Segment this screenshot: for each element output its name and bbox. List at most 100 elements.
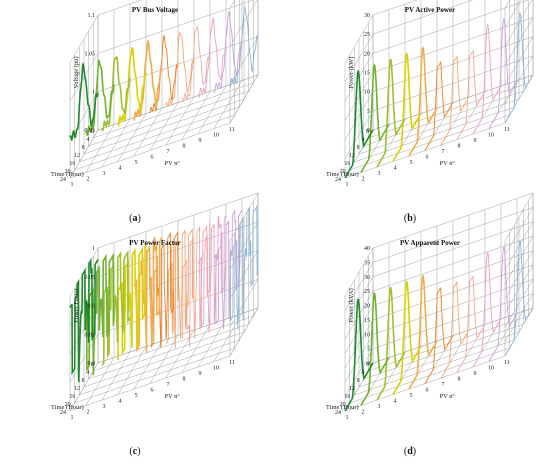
y-tick-label: 1.05 (85, 51, 96, 57)
time-tick-label: 16 (344, 394, 350, 400)
chart-title: PV Power Factor (129, 239, 180, 247)
pv-tick-label: 7 (167, 382, 170, 388)
series-pv-6 (424, 60, 454, 151)
y-tick-label: 10 (364, 332, 370, 338)
y-tick-label: 25 (364, 289, 370, 295)
y-tick-label: 20 (364, 304, 370, 310)
pv-tick-label: 6 (426, 155, 429, 161)
y-tick-label: 30 (364, 13, 370, 19)
pv-tick-label: 2 (362, 410, 365, 416)
time-tick-label: 24 (60, 410, 66, 416)
y-tick-label: 0.85 (85, 332, 96, 338)
pv-tick-label: 11 (229, 127, 235, 133)
pv-tick-label: 10 (213, 133, 219, 139)
series-pv-10 (488, 246, 518, 362)
y-tick-label: 0 (367, 361, 370, 367)
y-tick-label: 0.9 (88, 304, 96, 310)
time-tick-label: 8 (82, 145, 85, 151)
series-pv-1 (344, 70, 374, 179)
time-tick-label: 12 (349, 153, 355, 159)
series-pv-3 (376, 58, 406, 168)
y-tick-label: 1 (92, 90, 95, 96)
series-pv-9 (472, 251, 502, 368)
series-pv-11 (229, 204, 259, 330)
y-tick-label: 20 (364, 51, 370, 57)
pv-axis-label: PV nº (164, 160, 179, 167)
series-pv-8 (181, 26, 211, 103)
series-pv-4 (117, 46, 147, 127)
y-tick-label: 0.95 (85, 128, 96, 134)
pv-axis-label: PV nº (439, 393, 454, 400)
pv-tick-label: 7 (442, 382, 445, 388)
series-pv-10 (213, 10, 243, 94)
time-tick-label: 24 (60, 177, 66, 183)
pv-tick-label: 5 (135, 393, 138, 399)
series-pv-9 (197, 214, 227, 333)
time-tick-label: 8 (82, 378, 85, 384)
y-tick-label: 35 (364, 260, 370, 266)
pv-tick-label: 2 (87, 410, 90, 416)
pv-tick-label: 8 (183, 144, 186, 150)
pv-tick-label: 1 (71, 182, 74, 188)
series-lines (344, 240, 534, 412)
pv-tick-label: 11 (229, 360, 235, 366)
series-pv-5 (133, 235, 163, 354)
pv-tick-label: 10 (488, 366, 494, 372)
pv-tick-label: 9 (199, 371, 202, 377)
series-pv-2 (360, 63, 390, 173)
y-tick-label: 25 (364, 32, 370, 38)
series-pv-7 (440, 280, 470, 379)
y-tick-label: 40 (364, 246, 370, 252)
chart-title: PV Apparent Power (400, 239, 460, 247)
time-tick-label: 20 (340, 169, 346, 175)
y-axis-label: Power (kW) (348, 57, 355, 89)
series-pv-3 (101, 55, 131, 132)
series-pv-1 (344, 298, 374, 412)
series-pv-8 (456, 49, 486, 140)
time-tick-label: 12 (349, 386, 355, 392)
y-tick-label: 1.1 (88, 13, 96, 19)
pv-axis-label: PV nº (439, 160, 454, 167)
series-pv-3 (376, 286, 406, 401)
series-pv-4 (392, 51, 422, 162)
chart-panel-c: PV Power Factor 0.8 0.85 0.9 0.95 1 Power Fact… (51, 192, 259, 457)
pv-tick-label: 2 (87, 177, 90, 183)
time-tick-label: 12 (74, 153, 80, 159)
time-axis-label: Time (Hour) (51, 404, 84, 411)
pv-tick-label: 4 (394, 166, 397, 172)
y-tick-label: 10 (364, 90, 370, 96)
caption: (b) (404, 213, 416, 224)
y-tick-label: 0 (367, 128, 370, 134)
time-tick-label: 0 (91, 362, 94, 368)
series-pv-2 (360, 291, 390, 406)
y-tick-labels: 0.8 0.85 0.9 0.95 1 (85, 246, 96, 367)
pv-tick-label: 8 (458, 377, 461, 383)
series-pv-5 (408, 274, 438, 390)
series-pv-7 (165, 31, 195, 107)
pv-tick-label: 3 (378, 404, 381, 410)
time-tick-label: 20 (65, 402, 71, 408)
pv-tick-label: 11 (504, 127, 510, 133)
time-tick-label: 0 (91, 129, 94, 135)
pv-tick-label: 10 (488, 133, 494, 139)
time-tick-label: 8 (357, 145, 360, 151)
time-tick-label: 16 (69, 161, 75, 167)
pv-tick-label: 4 (394, 399, 397, 405)
pv-tick-label: 8 (183, 377, 186, 383)
series-pv-1 (69, 62, 99, 142)
time-tick-label: 16 (69, 394, 75, 400)
series-pv-2 (85, 252, 115, 376)
time-tick-label: 4 (86, 370, 89, 376)
pv-tick-label: 7 (442, 149, 445, 155)
series-pv-11 (504, 12, 534, 124)
pv-tick-label: 8 (458, 144, 461, 150)
time-tick-label: 20 (340, 402, 346, 408)
